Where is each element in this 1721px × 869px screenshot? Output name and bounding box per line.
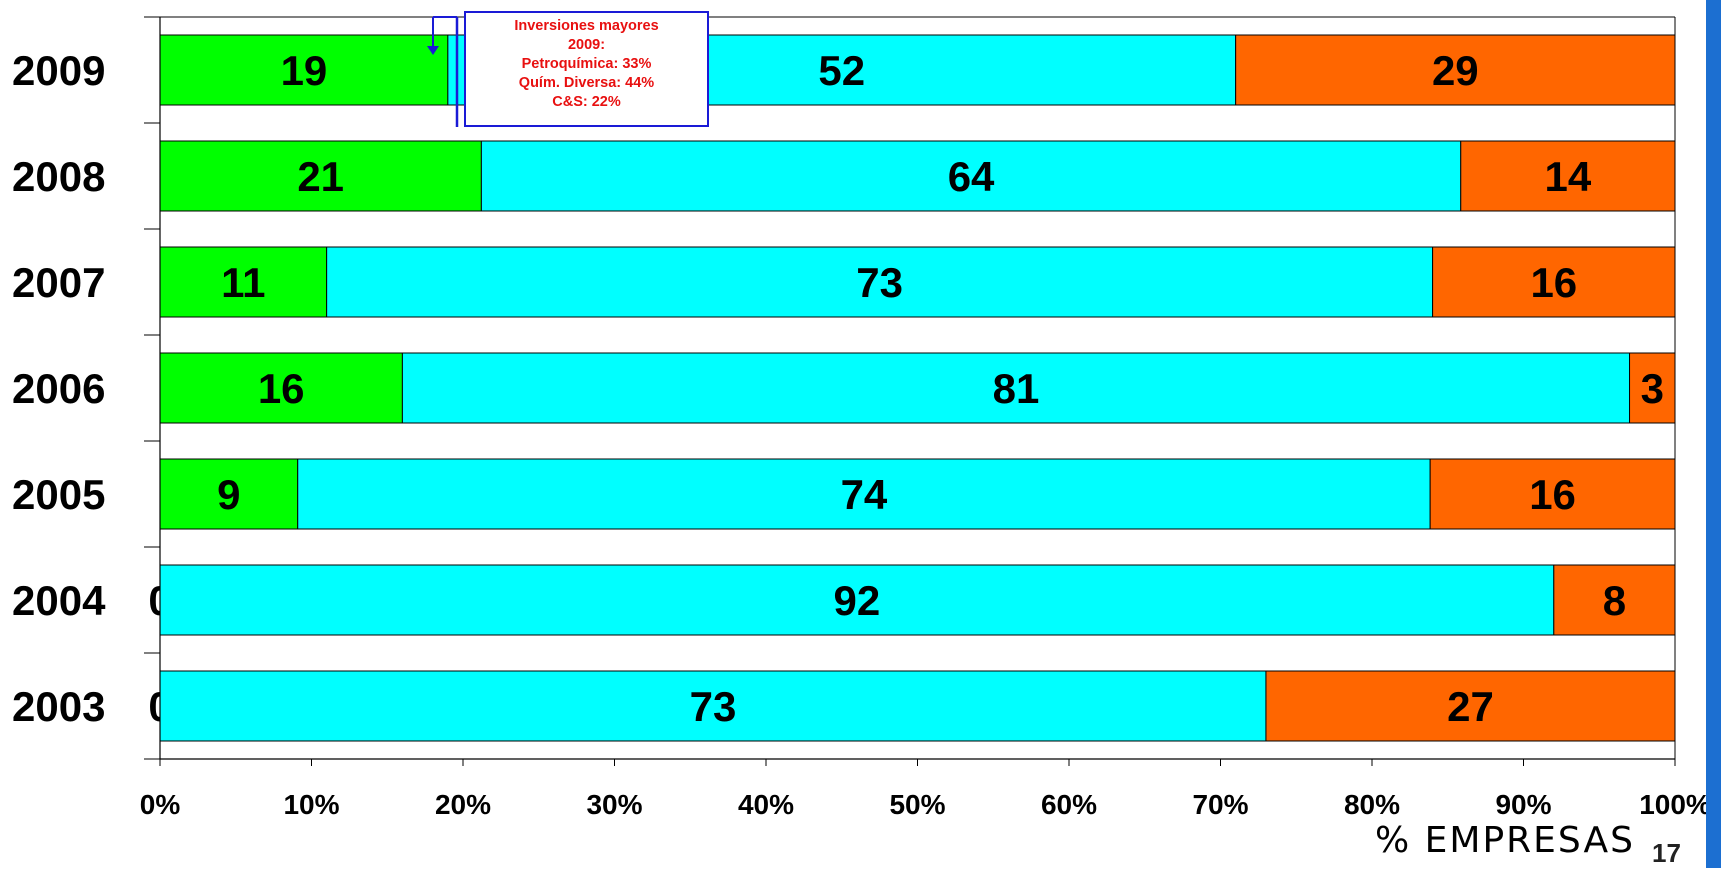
data-label-2005-s3: 16 (1529, 471, 1576, 518)
bar-segment-2007-s1 (159, 246, 328, 318)
bar-segment-2003-s3 (1265, 670, 1676, 742)
slide-edge-accent (1706, 0, 1721, 868)
annotation-line-3: Petroquímica: 33% (521, 56, 652, 72)
category-label-2004: 2004 (12, 577, 106, 624)
category-label-2003: 2003 (12, 683, 105, 730)
category-label-2008: 2008 (12, 153, 105, 200)
data-label-2008-s1: 21 (297, 153, 344, 200)
bar-segment-2008-s1 (159, 140, 482, 212)
data-label-2005-s1: 9 (217, 471, 240, 518)
data-label-2005-s2: 74 (841, 471, 888, 518)
data-label-2007-s1: 11 (221, 259, 265, 306)
bar-segment-2009-s3 (1235, 34, 1676, 106)
bar-segment-2007-s3 (1432, 246, 1676, 318)
x-tick-label: 10% (283, 789, 339, 820)
x-tick-label: 0% (140, 789, 181, 820)
data-label-2007-s2: 73 (856, 259, 903, 306)
data-label-2004-s2: 92 (834, 577, 881, 624)
data-label-2003-s3: 27 (1447, 683, 1494, 730)
annotation-line-1: Inversiones mayores (514, 18, 659, 34)
bar-segment-2005-s2 (297, 458, 1431, 530)
bar-segment-2004-s3 (1553, 564, 1676, 636)
data-label-2009-s2: 52 (818, 47, 865, 94)
bar-segment-2006-s2 (401, 352, 1631, 424)
bar-segment-2005-s3 (1429, 458, 1676, 530)
bar-segment-2008-s3 (1460, 140, 1676, 212)
x-axis-title: % EMPRESAS (1375, 820, 1635, 861)
annotation-line-2: 2009: (567, 37, 606, 53)
bar-segment-2007-s2 (326, 246, 1434, 318)
x-tick-label: 20% (435, 789, 491, 820)
x-tick-label: 30% (586, 789, 642, 820)
annotation-box: Inversiones mayores 2009: Petroquímica: … (464, 11, 709, 127)
data-label-2008-s3: 14 (1545, 153, 1592, 200)
annotation-arrow-icon (427, 46, 439, 55)
x-tick-label: 80% (1344, 789, 1400, 820)
data-label-2006-s3: 3 (1641, 365, 1664, 412)
x-tick-label: 50% (889, 789, 945, 820)
data-label-2006-s2: 81 (993, 365, 1040, 412)
page-number: 17 (1652, 838, 1681, 868)
bar-segment-2004-s2 (159, 564, 1555, 636)
x-tick-label: 40% (738, 789, 794, 820)
x-tick-label: 90% (1495, 789, 1551, 820)
category-label-2006: 2006 (12, 365, 105, 412)
data-label-2009-s1: 19 (281, 47, 328, 94)
annotation-line-4: Quím. Diversa: 44% (518, 75, 655, 91)
bar-segment-2006-s1 (159, 352, 403, 424)
annotation-line-5: C&S: 22% (552, 94, 621, 110)
x-tick-label: 70% (1192, 789, 1248, 820)
x-tick-label: 60% (1041, 789, 1097, 820)
data-label-2004-s3: 8 (1603, 577, 1626, 624)
bar-segment-2003-s2 (159, 670, 1267, 742)
data-label-2009-s3: 29 (1432, 47, 1479, 94)
bar-segment-2006-s3 (1629, 352, 1676, 424)
bar-segment-2005-s1 (159, 458, 299, 530)
x-tick-label: 100% (1639, 789, 1711, 820)
data-label-2006-s1: 16 (258, 365, 305, 412)
data-label-2007-s3: 16 (1530, 259, 1577, 306)
category-label-2007: 2007 (12, 259, 105, 306)
data-label-2003-s2: 73 (690, 683, 737, 730)
data-label-2008-s2: 64 (948, 153, 995, 200)
category-label-2005: 2005 (12, 471, 105, 518)
category-label-2009: 2009 (12, 47, 105, 94)
